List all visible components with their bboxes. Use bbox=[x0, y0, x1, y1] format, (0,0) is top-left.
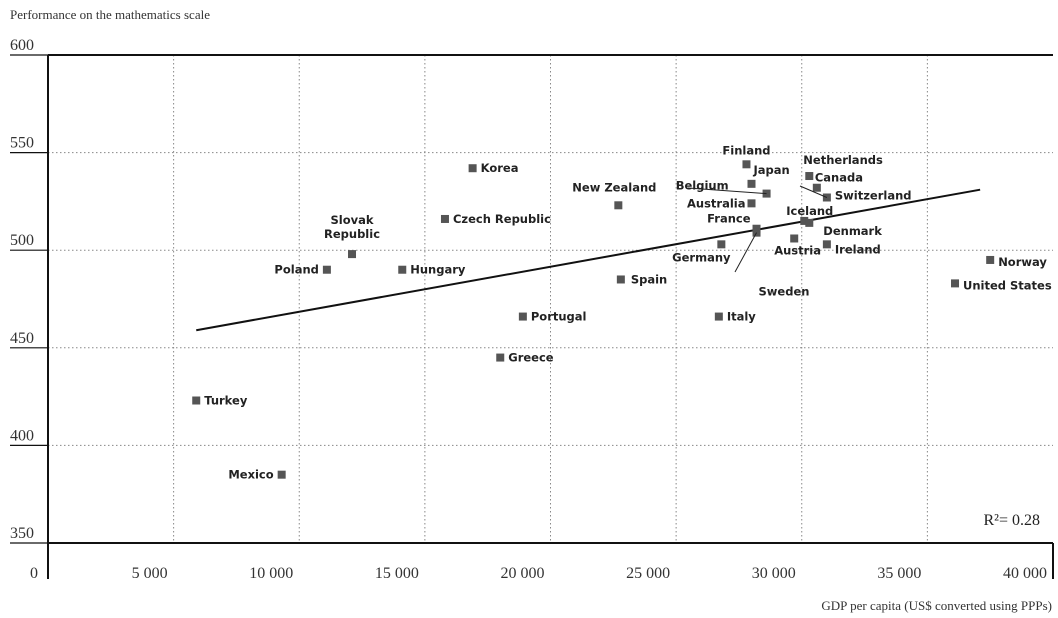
trendline bbox=[196, 188, 981, 332]
point-united-states bbox=[951, 279, 960, 288]
label-mexico: Mexico bbox=[228, 468, 273, 482]
label-hungary: Hungary bbox=[410, 263, 466, 277]
y-tick-label: 500 bbox=[10, 232, 34, 249]
point-mexico bbox=[277, 470, 286, 479]
r-squared-annotation: R²= 0.28 bbox=[984, 512, 1041, 529]
point-iceland bbox=[800, 216, 809, 225]
label-slovak-republic: Slovak Republic bbox=[324, 213, 380, 241]
label-switzerland: Switzerland bbox=[835, 188, 912, 202]
label-new-zealand: New Zealand bbox=[572, 180, 656, 194]
x-axis-label: GDP per capita (US$ converted using PPPs… bbox=[821, 598, 1052, 613]
label-austria: Austria bbox=[774, 243, 821, 257]
label-united-states: United States bbox=[963, 278, 1052, 292]
point-norway bbox=[986, 255, 995, 264]
point-korea bbox=[468, 164, 477, 173]
x-tick-label: 35 000 bbox=[877, 565, 921, 582]
x-tick-label: 25 000 bbox=[626, 565, 670, 582]
x-tick-label: 10 000 bbox=[249, 565, 293, 582]
label-denmark: Denmark bbox=[823, 224, 882, 238]
regression-line bbox=[196, 188, 981, 332]
label-belgium: Belgium bbox=[676, 179, 729, 193]
point-czech-republic bbox=[440, 214, 449, 223]
point-denmark bbox=[805, 218, 814, 227]
data-points bbox=[192, 160, 995, 479]
tick-labels: 350 400 450 500 550 600 0 5 000 10 000 15 000 20 0… bbox=[10, 37, 1047, 582]
y-axis-label: Performance on the mathematics scale bbox=[10, 7, 210, 22]
y-tick-label: 550 bbox=[10, 135, 34, 152]
label-korea: Korea bbox=[481, 161, 519, 175]
label-turkey: Turkey bbox=[204, 394, 248, 408]
label-portugal: Portugal bbox=[531, 310, 587, 324]
label-japan: Japan bbox=[753, 163, 790, 177]
label-czech-republic: Czech Republic bbox=[453, 212, 551, 226]
label-canada: Canada bbox=[815, 171, 863, 185]
label-iceland: Iceland bbox=[786, 204, 833, 218]
point-poland bbox=[322, 265, 331, 274]
label-greece: Greece bbox=[508, 351, 554, 365]
label-germany: Germany bbox=[672, 250, 731, 264]
y-tick-label: 450 bbox=[10, 330, 34, 347]
x-tick-label: 5 000 bbox=[132, 565, 168, 582]
x-tick-label: 15 000 bbox=[375, 565, 419, 582]
label-france: France bbox=[707, 212, 751, 226]
x-tick-label: 40 000 bbox=[1003, 565, 1047, 582]
label-italy: Italy bbox=[727, 310, 756, 324]
point-netherlands bbox=[805, 172, 814, 181]
label-finland: Finland bbox=[722, 143, 770, 157]
point-portugal bbox=[518, 312, 527, 321]
point-italy bbox=[714, 312, 723, 321]
label-australia: Australia bbox=[687, 196, 746, 210]
point-finland bbox=[742, 160, 751, 169]
point-spain bbox=[616, 275, 625, 284]
axes bbox=[10, 54, 1054, 579]
leader-line bbox=[799, 185, 828, 198]
x-tick-label: 20 000 bbox=[501, 565, 545, 582]
point-new-zealand bbox=[614, 201, 623, 210]
x-tick-label: 30 000 bbox=[752, 565, 796, 582]
leader-line bbox=[734, 232, 757, 273]
point-ireland bbox=[822, 240, 831, 249]
point-austria bbox=[790, 234, 799, 243]
label-netherlands: Netherlands bbox=[803, 153, 883, 167]
point-labels: Turkey Mexico Poland Slovak Republic Hungary C… bbox=[204, 143, 1052, 481]
leader-line bbox=[687, 187, 767, 195]
point-slovak-republic bbox=[348, 250, 357, 259]
label-poland: Poland bbox=[274, 263, 318, 277]
point-canada bbox=[812, 183, 821, 192]
point-turkey bbox=[192, 396, 201, 405]
point-greece bbox=[496, 353, 505, 362]
x-tick-label: 0 bbox=[30, 565, 38, 582]
label-sweden: Sweden bbox=[759, 285, 810, 299]
y-tick-label: 400 bbox=[10, 427, 34, 444]
label-norway: Norway bbox=[998, 255, 1047, 269]
y-tick-label: 350 bbox=[10, 525, 34, 542]
point-japan bbox=[747, 179, 756, 188]
point-germany bbox=[717, 240, 726, 249]
label-ireland: Ireland bbox=[835, 242, 881, 256]
y-tick-label: 600 bbox=[10, 37, 34, 54]
point-australia bbox=[747, 199, 756, 208]
gridlines bbox=[48, 55, 1053, 543]
label-spain: Spain bbox=[631, 272, 667, 286]
point-hungary bbox=[398, 265, 407, 274]
